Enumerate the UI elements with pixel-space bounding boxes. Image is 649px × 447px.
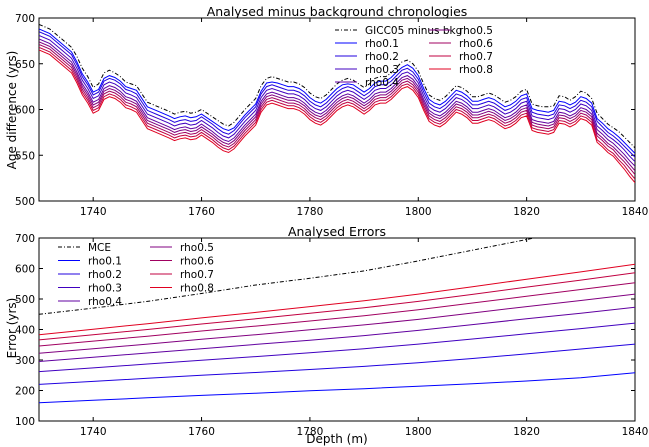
y-tick-label: 200 (15, 386, 35, 398)
series-line-rho0.7 (39, 272, 635, 341)
series-line-rho0.8 (39, 49, 635, 184)
y-tick-label: 600 (15, 105, 35, 117)
series-line-rho0.2 (39, 343, 635, 385)
y-tick-label: 500 (15, 294, 35, 306)
series-line-rho0.5 (39, 41, 635, 172)
series-line-rho0.3 (39, 322, 635, 373)
chart-bottom-legend: MCErho0.1rho0.2rho0.3rho0.4rho0.5rho0.6r… (58, 242, 214, 308)
series-line-rho0.6 (39, 44, 635, 175)
chart-bottom-series (39, 238, 635, 404)
legend-label: rho0.7 (459, 51, 493, 63)
legend-label: rho0.8 (180, 283, 214, 295)
x-tick-label: 1740 (80, 426, 107, 438)
chart-bottom-title: Analysed Errors (288, 224, 386, 239)
legend-label: rho0.3 (88, 283, 122, 295)
x-tick-label: 1840 (622, 206, 649, 218)
y-tick-label: 700 (15, 233, 35, 245)
chart-top-legend: GICC05 minus bkgrho0.1rho0.2rho0.3rho0.4… (335, 25, 493, 89)
series-line-rho0.5 (39, 293, 635, 354)
x-tick-label: 1760 (188, 426, 215, 438)
x-tick-label: 1760 (188, 206, 215, 218)
legend-label: rho0.1 (365, 38, 399, 50)
x-tick-label: 1780 (297, 426, 324, 438)
y-tick-label: 700 (15, 13, 35, 25)
series-line-rho0.1 (39, 28, 635, 154)
series-line-rho0.2 (39, 31, 635, 158)
series-line-rho0.4 (39, 38, 635, 167)
y-tick-label: 100 (15, 416, 35, 428)
legend-label: MCE (88, 242, 111, 254)
x-tick-label: 1800 (405, 206, 432, 218)
legend-label: rho0.5 (180, 242, 214, 254)
chart-top-ticks: 1740 1760 1780 1800 1820 1840 500 550 600 650 700 (15, 13, 648, 218)
x-tick-label: 1840 (622, 426, 649, 438)
chart-bottom-ticks: 1740 1760 1780 1800 1820 1840 100 200 300 400 500 6… (15, 233, 648, 438)
chart-bottom: Analysed Errors Error (yrs) Depth (m) 17… (5, 224, 648, 446)
legend-label: rho0.8 (459, 64, 493, 76)
chart-top-ylabel: Age difference (yrs) (5, 51, 19, 170)
series-line-rho0.6 (39, 282, 635, 347)
chart-bottom-ylabel: Error (yrs) (5, 298, 19, 359)
series-line-rho0.3 (39, 34, 635, 163)
legend-label: rho0.2 (365, 51, 399, 63)
y-tick-label: 400 (15, 325, 35, 337)
x-tick-label: 1780 (297, 206, 324, 218)
y-tick-label: 500 (15, 196, 35, 208)
series-line-mce (39, 238, 537, 315)
x-tick-label: 1800 (405, 426, 432, 438)
series-line-rho0.1 (39, 372, 635, 404)
y-tick-label: 550 (15, 150, 35, 162)
legend-label: rho0.3 (365, 64, 399, 76)
series-line-rho0.4 (39, 306, 635, 362)
series-line-rho0.8 (39, 263, 635, 336)
x-tick-label: 1820 (513, 426, 540, 438)
y-tick-label: 600 (15, 264, 35, 276)
chart-top-frame (38, 17, 636, 202)
x-tick-label: 1740 (80, 206, 107, 218)
legend-label: rho0.1 (88, 256, 122, 268)
legend-label: rho0.2 (88, 269, 122, 281)
chart-top-series (39, 23, 635, 184)
legend-label: GICC05 minus bkg (365, 25, 462, 37)
y-tick-label: 300 (15, 355, 35, 367)
chart-bottom-frame (38, 237, 636, 422)
x-tick-label: 1820 (513, 206, 540, 218)
legend-label: rho0.7 (180, 269, 214, 281)
y-tick-label: 650 (15, 59, 35, 71)
legend-label: rho0.4 (88, 296, 122, 308)
series-line-gicc05-minus-bkg (39, 23, 635, 149)
chart-top: Analysed minus background chronologies A… (5, 4, 648, 218)
chart-top-title: Analysed minus background chronologies (207, 4, 468, 19)
legend-label: rho0.6 (459, 38, 493, 50)
series-line-rho0.7 (39, 46, 635, 180)
chart-bottom-xlabel: Depth (m) (306, 432, 367, 446)
legend-label: rho0.6 (180, 256, 214, 268)
legend-label: rho0.5 (459, 25, 493, 37)
legend-label: rho0.4 (365, 77, 399, 89)
